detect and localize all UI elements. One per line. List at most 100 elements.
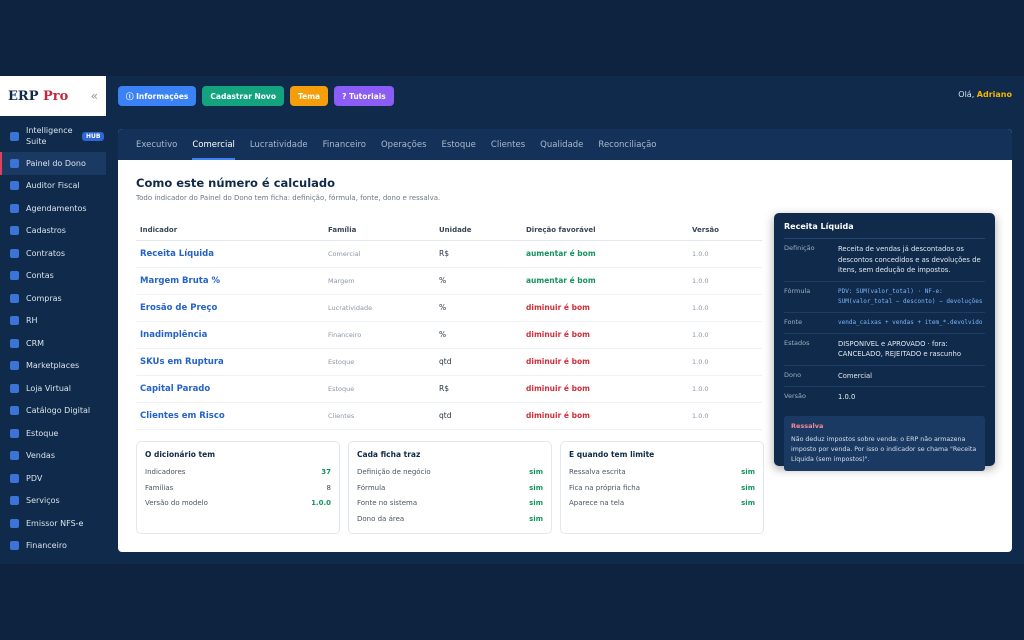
summary-row-label: Ressalva escrita <box>569 468 626 477</box>
version-cell: 1.0.0 <box>688 267 762 295</box>
sidebar-item-vendas[interactable]: Vendas <box>0 445 106 468</box>
direction-cell: aumentar é bom <box>522 240 688 268</box>
table-row[interactable]: Margem Bruta % Margem% aumentar é bom 1.0.0 <box>136 267 762 295</box>
sidebar-item-catalogo-digital[interactable]: Catálogo Digital <box>0 400 106 423</box>
sidebar-item-intelligence-suite[interactable]: Intelligence Suite HUB <box>0 120 106 152</box>
tab-clientes[interactable]: Clientes <box>490 139 526 150</box>
indicator-link[interactable]: Clientes em Risco <box>136 402 324 430</box>
top-toolbar: ⓘ Informações Cadastrar Novo Tema ? Tuto… <box>106 76 1024 116</box>
unit-cell: R$ <box>435 240 522 268</box>
tab-reconciliacao[interactable]: Reconciliação <box>598 139 657 150</box>
table-row[interactable]: Receita Líquida Comercial R$ aumentar é bom… <box>136 240 762 268</box>
column-header: Família <box>324 220 435 241</box>
summary-row-label: Definição de negócio <box>357 468 431 477</box>
module-icon <box>10 428 19 438</box>
module-icon <box>10 131 19 141</box>
sidebar-item-financeiro[interactable]: Financeiro <box>0 535 106 558</box>
indicator-link[interactable]: SKUs em Ruptura <box>136 348 324 376</box>
table-row[interactable]: Erosão de Preço Lucratividade% diminuir é … <box>136 294 762 322</box>
sidebar-item-agendamentos[interactable]: Agendamentos <box>0 197 106 220</box>
summary-row: Aparece na tela sim <box>569 496 755 512</box>
module-icon <box>10 473 19 483</box>
summary-row-label: Famílias <box>145 483 174 492</box>
tab-bar: Executivo Comercial Lucratividade Financeir… <box>118 129 1012 160</box>
sidebar-item-auditor-fiscal[interactable]: Auditor Fiscal <box>0 175 106 198</box>
sidebar-item-label: Painel do Dono <box>26 158 86 168</box>
indicator-link[interactable]: Receita Líquida <box>136 240 324 268</box>
sidebar-item-compras[interactable]: Compras <box>0 287 106 310</box>
sidebar-item-emissor-nfs-e[interactable]: Emissor NFS-e <box>0 512 106 535</box>
column-header: Indicador <box>136 220 324 241</box>
sidebar-item-servicos[interactable]: Serviços <box>0 490 106 513</box>
summary-row-value: sim <box>741 483 755 492</box>
sidebar-item-rh[interactable]: RH <box>0 310 106 333</box>
summary-row-label: Aparece na tela <box>569 499 625 508</box>
summary-row-value: sim <box>741 468 755 477</box>
column-header: Direção favorável <box>522 220 688 241</box>
version-cell: 1.0.0 <box>688 348 762 376</box>
indicator-link[interactable]: Inadimplência <box>136 321 324 349</box>
summary-box-title: E quando tem limite <box>569 449 655 459</box>
table-row[interactable]: Clientes em Risco Clientes qtd diminuir é b… <box>136 402 762 430</box>
tab-operacoes[interactable]: Operações <box>380 139 427 150</box>
tab-executivo[interactable]: Executivo <box>136 139 178 150</box>
sidebar-item-cadastros[interactable]: Cadastros <box>0 220 106 243</box>
user-greeting[interactable]: Olá, Adriano <box>958 90 1012 99</box>
sidebar-item-estoque[interactable]: Estoque <box>0 422 106 445</box>
tutorials-button[interactable]: ? Tutoriais <box>334 86 394 106</box>
table-row[interactable]: Inadimplência Financeiro% diminuir é bom 1.… <box>136 321 762 349</box>
summary-row-value: sim <box>529 483 543 492</box>
module-icon <box>10 383 19 393</box>
tab-lucratividade[interactable]: Lucratividade <box>249 139 308 150</box>
tab-qualidade[interactable]: Qualidade <box>540 139 584 150</box>
unit-cell: % <box>435 294 522 322</box>
family-cell: Margem <box>324 267 435 295</box>
tab-estoque[interactable]: Estoque <box>441 139 476 150</box>
unit-cell: qtd <box>435 402 522 430</box>
table-body: Receita Líquida Comercial R$ aumentar é bom… <box>136 240 762 430</box>
sidebar-item-crm[interactable]: CRM <box>0 332 106 355</box>
unit-cell: % <box>435 321 522 349</box>
version-cell: 1.0.0 <box>688 402 762 430</box>
direction-cell: aumentar é bom <box>522 267 688 295</box>
family-cell: Estoque <box>324 375 435 403</box>
sidebar-item-loja-virtual[interactable]: Loja Virtual <box>0 377 106 400</box>
indicator-link[interactable]: Capital Parado <box>136 375 324 403</box>
sidebar-item-label: Agendamentos <box>26 203 87 213</box>
family-cell: Estoque <box>324 348 435 376</box>
user-name[interactable]: Adriano <box>976 90 1012 99</box>
collapse-sidebar-icon[interactable]: « <box>90 89 98 103</box>
sidebar-item-marketplaces[interactable]: Marketplaces <box>0 355 106 378</box>
sidebar-item-label: Auditor Fiscal <box>26 181 80 191</box>
tab-comercial[interactable]: Comercial <box>192 129 235 160</box>
add-new-button[interactable]: Cadastrar Novo <box>202 86 284 106</box>
sidebar-item-label: Compras <box>26 293 62 303</box>
info-button[interactable]: ⓘ Informações <box>118 86 197 106</box>
app-logo[interactable]: ERP Pro <box>8 88 69 104</box>
sidebar-item-contas[interactable]: Contas <box>0 265 106 288</box>
module-icon <box>10 541 19 551</box>
tooltip-row-owner: Dono Comercial <box>784 366 985 387</box>
sidebar-item-label: Financeiro <box>26 541 67 551</box>
theme-button[interactable]: Tema <box>289 86 329 106</box>
version-cell: 1.0.0 <box>688 375 762 403</box>
sidebar-item-pdv[interactable]: PDV <box>0 467 106 490</box>
summary-box: O dicionário tem Indicadores 37 Famílias 8 Ve… <box>136 440 340 534</box>
indicator-link[interactable]: Margem Bruta % <box>136 267 324 295</box>
summary-row-value: sim <box>529 514 543 523</box>
module-icon <box>10 158 19 168</box>
summary-row-value: sim <box>529 499 543 508</box>
sidebar-item-label: Serviços <box>26 496 60 506</box>
sidebar-item-contratos[interactable]: Contratos <box>0 242 106 265</box>
column-header: Versão <box>688 220 762 241</box>
sidebar-item-label: Estoque <box>26 428 59 438</box>
sidebar-item-label: CRM <box>26 338 45 348</box>
table-row[interactable]: Capital Parado Estoque R$ diminuir é bom 1.0… <box>136 375 762 403</box>
tab-financeiro[interactable]: Financeiro <box>322 139 366 150</box>
content-area: Como este número é calculado Todo indica… <box>118 160 1012 550</box>
sidebar-item-label: RH <box>26 316 38 326</box>
indicator-link[interactable]: Erosão de Preço <box>136 294 324 322</box>
summary-box-title: O dicionário tem <box>145 449 216 459</box>
table-row[interactable]: SKUs em Ruptura Estoque qtd diminuir é bom 1… <box>136 348 762 376</box>
sidebar-item-painel-do-dono[interactable]: Painel do Dono <box>0 152 106 175</box>
